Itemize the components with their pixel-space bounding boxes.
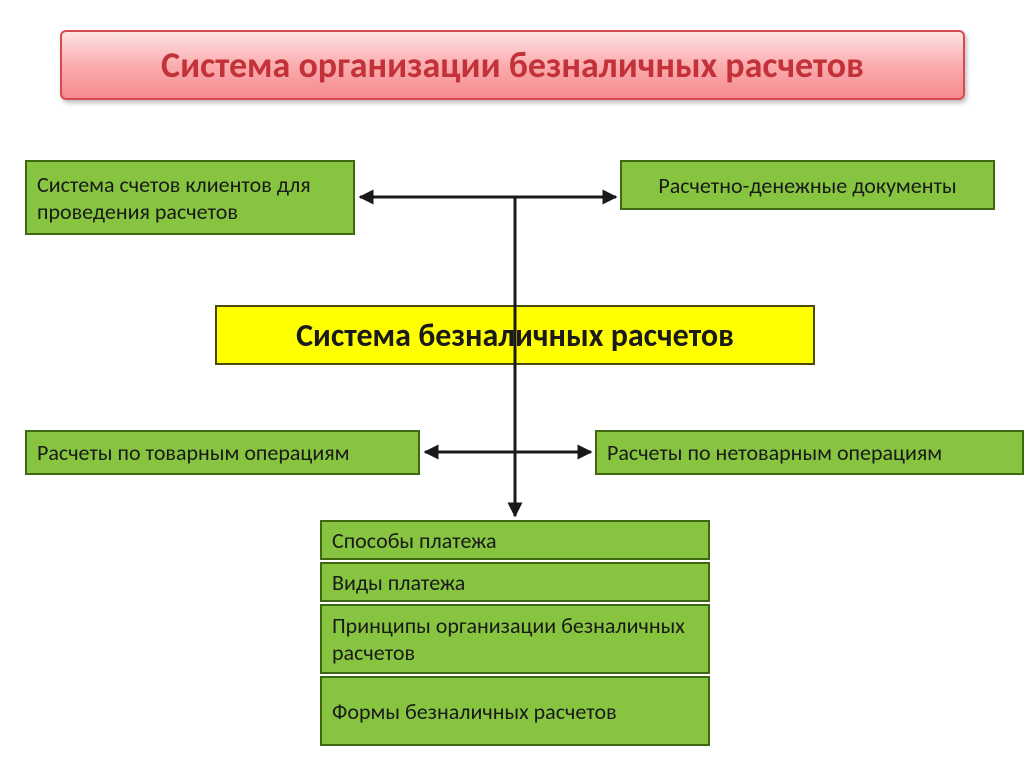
stack-label: Способы платежа [332, 527, 497, 554]
stack-label: Принципы организации безналичных расчето… [332, 612, 698, 666]
node-label: Расчеты по нетоварным операциям [607, 439, 942, 466]
stack-label: Формы безналичных расчетов [332, 698, 617, 725]
node-top-right: Расчетно-денежные документы [620, 160, 995, 210]
stack-label: Виды платежа [332, 569, 465, 596]
stack-item-0: Способы платежа [320, 520, 710, 560]
central-label: Система безналичных расчетов [296, 316, 734, 355]
node-mid-right: Расчеты по нетоварным операциям [595, 430, 1024, 475]
node-label: Расчеты по товарным операциям [37, 439, 350, 466]
node-label: Система счетов клиентов для проведения р… [37, 171, 343, 225]
node-label: Расчетно-денежные документы [658, 172, 956, 199]
stack-item-1: Виды платежа [320, 562, 710, 602]
node-mid-left: Расчеты по товарным операциям [25, 430, 420, 475]
title-text: Система организации безналичных расчетов [161, 43, 864, 87]
central-node: Система безналичных расчетов [215, 305, 815, 365]
node-top-left: Система счетов клиентов для проведения р… [25, 160, 355, 235]
stack-item-3: Формы безналичных расчетов [320, 676, 710, 746]
stack-item-2: Принципы организации безналичных расчето… [320, 604, 710, 674]
title-banner: Система организации безналичных расчетов [60, 30, 965, 100]
